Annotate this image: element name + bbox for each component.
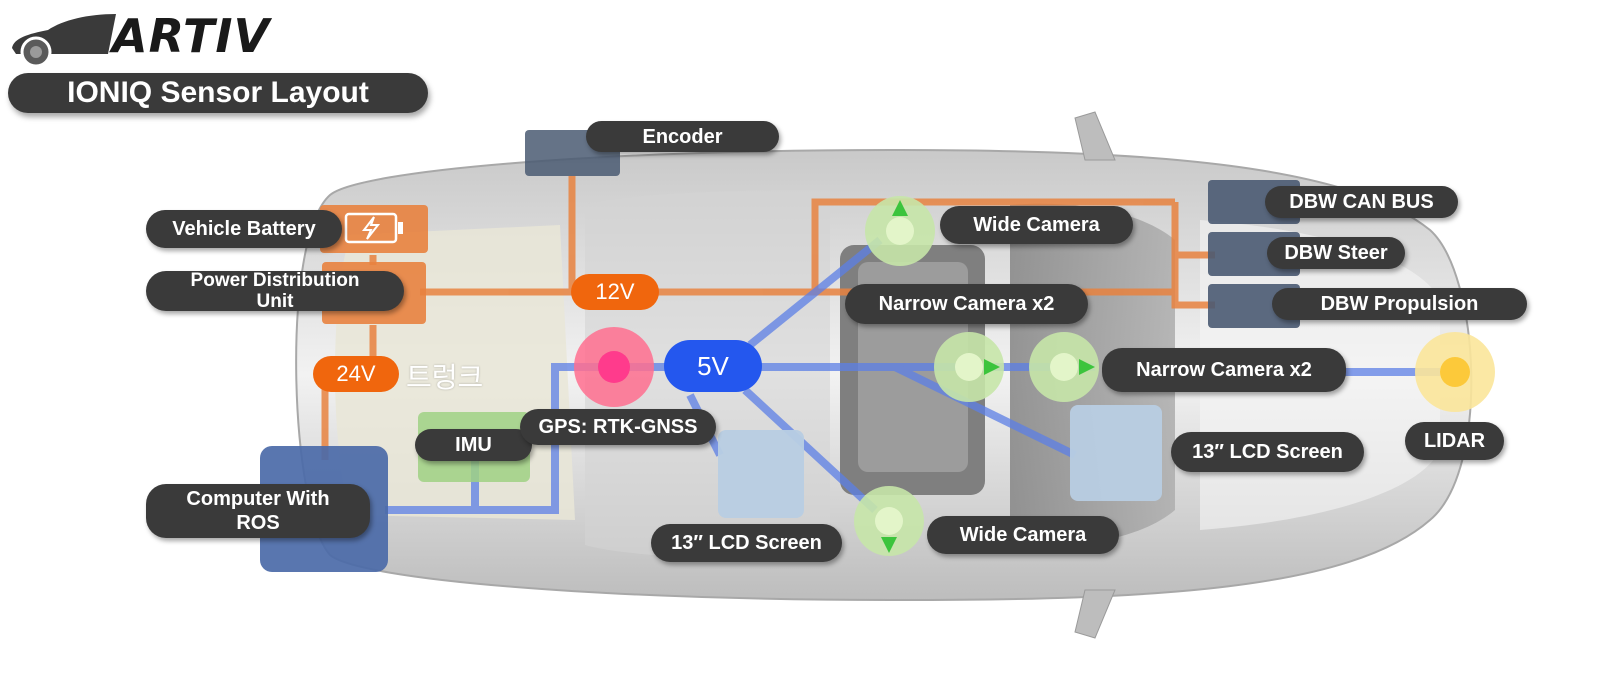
narrow-camera-top-label: Narrow Camera x2 (845, 284, 1088, 324)
lcd-right-label: 13″ LCD Screen (1171, 432, 1364, 472)
dbw-can-bus-label: DBW CAN BUS (1265, 186, 1458, 218)
lcd-right-box (1070, 405, 1162, 501)
dbw-steer-label: DBW Steer (1267, 237, 1405, 269)
voltage-12v-badge: 12V (571, 274, 659, 310)
narrow-camera-2-marker (1029, 332, 1099, 402)
vehicle-battery-label: Vehicle Battery (146, 210, 342, 248)
lcd-left-label: 13″ LCD Screen (651, 524, 842, 562)
brand-logo: ARTIV (8, 6, 271, 68)
computer-label: Computer With ROS (146, 484, 370, 538)
lidar-marker (1415, 332, 1495, 412)
imu-label: IMU (415, 429, 532, 461)
gps-label: GPS: RTK-GNSS (520, 409, 716, 445)
voltage-24v-badge: 24V (313, 356, 399, 392)
wide-camera-top-label: Wide Camera (940, 206, 1133, 244)
wide-camera-bottom-label: Wide Camera (927, 516, 1119, 554)
page-title: IONIQ Sensor Layout (8, 73, 428, 113)
wide-camera-bottom-marker (854, 486, 924, 556)
car-silhouette-icon (12, 14, 116, 68)
narrow-camera-1-marker (934, 332, 1004, 402)
battery-bolt-icon (344, 212, 403, 244)
brand-name: ARTIV (112, 9, 271, 63)
encoder-label: Encoder (586, 121, 779, 152)
wide-camera-top-marker (865, 196, 935, 266)
voltage-5v-badge: 5V (664, 340, 762, 392)
trunk-label: 트렁크 (406, 361, 484, 394)
power-lines (321, 176, 1215, 460)
narrow-camera-mid-label: Narrow Camera x2 (1102, 348, 1346, 392)
gps-marker (574, 327, 654, 407)
lidar-label: LIDAR (1405, 422, 1504, 460)
dbw-propulsion-label: DBW Propulsion (1272, 288, 1527, 320)
pdu-label: Power Distribution Unit (146, 270, 404, 312)
lcd-left-box (718, 430, 804, 518)
